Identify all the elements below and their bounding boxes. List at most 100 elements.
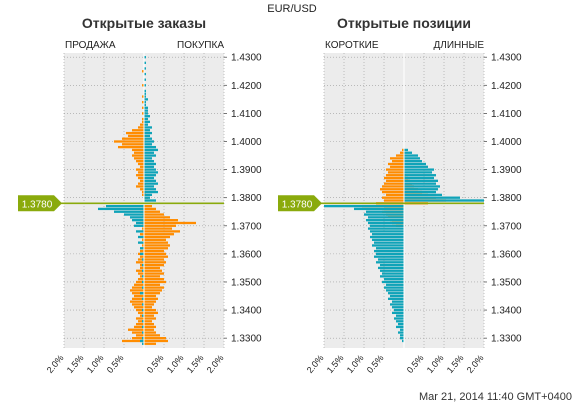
bar xyxy=(370,230,404,233)
bar xyxy=(138,272,144,275)
symbol-title: EUR/USD xyxy=(267,3,317,15)
bar xyxy=(144,224,176,227)
bar xyxy=(386,174,404,177)
bar xyxy=(142,106,144,109)
bar xyxy=(400,334,404,337)
bar xyxy=(142,70,144,73)
bar xyxy=(144,303,154,306)
bar xyxy=(144,263,164,267)
price-tick-label: 1.4000 xyxy=(491,137,522,148)
bar xyxy=(144,126,152,129)
percent-tick-label: 1.5% xyxy=(185,353,206,375)
bar xyxy=(136,261,144,264)
bar xyxy=(388,171,404,174)
bar xyxy=(390,294,404,298)
bar xyxy=(144,204,152,208)
bar xyxy=(144,137,152,140)
bar xyxy=(144,61,146,64)
bar xyxy=(144,322,154,326)
bar xyxy=(144,300,156,303)
percent-tick-label: 1.5% xyxy=(65,353,86,375)
bar xyxy=(384,199,404,202)
bar xyxy=(388,162,404,166)
bar xyxy=(134,151,144,154)
bar xyxy=(142,269,144,272)
bar xyxy=(144,148,158,152)
bar xyxy=(132,129,144,132)
bar xyxy=(138,278,144,281)
bar xyxy=(140,339,144,343)
bar xyxy=(404,179,438,182)
price-tick-label: 1.3600 xyxy=(491,249,522,260)
price-tick-label: 1.3500 xyxy=(491,277,522,288)
bar xyxy=(142,120,144,123)
bar xyxy=(382,272,404,275)
bar xyxy=(396,320,404,323)
bar xyxy=(140,292,144,295)
price-tick-label: 1.3800 xyxy=(491,193,522,204)
bar xyxy=(372,244,404,247)
price-tick-label: 1.3400 xyxy=(491,306,522,317)
bar xyxy=(140,252,144,256)
bar xyxy=(142,244,144,247)
bar xyxy=(144,334,160,337)
bar xyxy=(396,314,404,317)
bar xyxy=(366,210,404,213)
bar xyxy=(138,235,144,239)
bar xyxy=(144,278,164,281)
bar xyxy=(136,174,144,177)
bar xyxy=(132,297,144,300)
bar xyxy=(98,207,144,211)
bar xyxy=(144,145,156,149)
bar xyxy=(138,241,144,244)
bar xyxy=(144,219,178,222)
bar xyxy=(386,179,404,182)
bar xyxy=(404,188,438,191)
bar xyxy=(142,320,144,323)
bar xyxy=(402,148,404,152)
bar xyxy=(132,331,144,334)
bar xyxy=(138,126,144,129)
bar xyxy=(368,221,404,225)
bar xyxy=(404,176,434,180)
bar xyxy=(404,193,442,197)
bar xyxy=(144,151,154,154)
bar xyxy=(132,337,144,340)
bar xyxy=(114,140,144,143)
bar xyxy=(404,182,436,185)
percent-tick-label: 1.0% xyxy=(165,353,186,375)
bar xyxy=(324,204,404,208)
bar xyxy=(144,249,164,253)
bar xyxy=(384,278,404,281)
bar xyxy=(144,227,172,230)
bar xyxy=(132,154,144,157)
bar xyxy=(142,193,144,197)
percent-tick-label: 0.5% xyxy=(105,353,126,375)
bar xyxy=(142,84,144,87)
bar xyxy=(106,204,144,208)
bar xyxy=(144,272,164,275)
bar xyxy=(372,238,404,241)
bar xyxy=(402,339,404,343)
bar xyxy=(386,193,404,197)
bar xyxy=(142,101,144,104)
bar xyxy=(132,148,144,152)
bar xyxy=(128,134,144,138)
bar xyxy=(144,154,156,157)
bar xyxy=(404,168,434,171)
bar xyxy=(404,165,428,168)
bar xyxy=(138,176,144,180)
bar xyxy=(144,157,152,160)
bar xyxy=(144,92,146,95)
bar xyxy=(136,334,144,337)
bar xyxy=(384,182,404,185)
bar xyxy=(400,328,404,331)
bar xyxy=(376,261,404,264)
bar xyxy=(142,227,144,230)
bar xyxy=(144,101,146,104)
bar xyxy=(142,263,144,267)
bar xyxy=(144,328,154,331)
current-price-marker xyxy=(278,195,322,212)
bar xyxy=(136,322,144,326)
